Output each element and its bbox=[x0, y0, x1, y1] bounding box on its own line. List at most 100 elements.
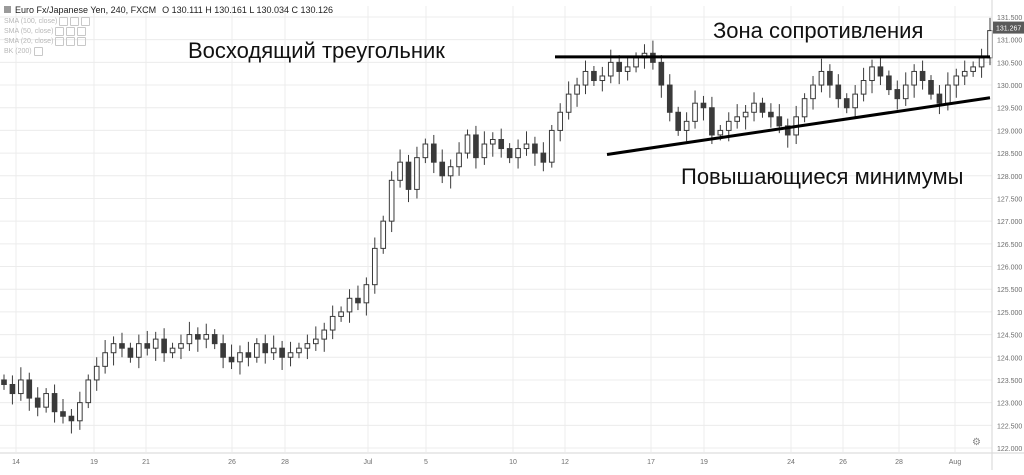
candle-body bbox=[93, 365, 100, 381]
y-tick-label: 130.500 bbox=[997, 60, 1022, 67]
candle-body bbox=[422, 143, 429, 159]
close-icon[interactable] bbox=[77, 36, 87, 46]
y-tick-label: 122.000 bbox=[997, 446, 1022, 453]
y-tick-label: 130.000 bbox=[997, 83, 1022, 90]
candle-body bbox=[692, 102, 698, 122]
y-tick-label: 126.500 bbox=[997, 242, 1022, 249]
ohlc-label: O 130.111 H 130.161 L 130.034 C 130.126 bbox=[162, 4, 334, 15]
candle-body bbox=[287, 352, 294, 358]
candle-body bbox=[776, 116, 783, 127]
candle-body bbox=[51, 393, 58, 413]
candle-body bbox=[565, 93, 572, 113]
x-tick-label: 12 bbox=[561, 459, 569, 466]
gear-icon: ⚙ bbox=[972, 437, 981, 448]
indicator-label: SMA (100, close) bbox=[4, 17, 58, 25]
candle-body bbox=[877, 66, 884, 77]
candle-body bbox=[523, 143, 530, 150]
candle-body bbox=[85, 379, 92, 404]
candle-body bbox=[321, 329, 328, 340]
indicator-row[interactable]: SMA (50, close) bbox=[4, 26, 333, 36]
candle-body bbox=[439, 161, 446, 177]
candle-body bbox=[380, 220, 387, 249]
indicator-row[interactable]: BK (200) bbox=[4, 46, 333, 56]
candle-body bbox=[886, 75, 892, 91]
chart-legend: Euro Fx/Japanese Yen, 240, FXCM O 130.11… bbox=[4, 3, 333, 56]
candle-body bbox=[919, 70, 926, 82]
legend-symbol-row: Euro Fx/Japanese Yen, 240, FXCM O 130.11… bbox=[4, 3, 333, 16]
candle-body bbox=[363, 284, 370, 304]
grid bbox=[0, 6, 992, 452]
candle-body bbox=[203, 334, 210, 340]
candle-body bbox=[237, 352, 243, 363]
candle-body bbox=[768, 111, 774, 118]
y-tick-label: 127.000 bbox=[997, 219, 1022, 226]
y-tick-label: 128.500 bbox=[997, 151, 1022, 158]
x-tick-label: 19 bbox=[90, 459, 98, 466]
indicator-label: SMA (50, close) bbox=[4, 27, 54, 35]
gear-icon[interactable] bbox=[66, 26, 76, 36]
candle-body bbox=[127, 347, 134, 358]
candle-body bbox=[591, 70, 597, 82]
eye-icon[interactable] bbox=[55, 26, 65, 36]
candle-body bbox=[102, 352, 108, 367]
gear-icon[interactable] bbox=[70, 16, 80, 26]
candle-body bbox=[835, 84, 842, 100]
x-tick-label: 5 bbox=[424, 459, 428, 466]
close-icon[interactable] bbox=[81, 16, 91, 26]
candle-body bbox=[254, 343, 260, 358]
candle-body bbox=[860, 80, 867, 95]
gear-icon[interactable] bbox=[66, 36, 76, 46]
candle-body bbox=[869, 66, 875, 82]
last-price-badge bbox=[993, 21, 1024, 34]
x-tick-label: 21 bbox=[142, 459, 150, 466]
x-tick-label: 19 bbox=[700, 459, 708, 466]
candle-body bbox=[515, 148, 521, 159]
candle-body bbox=[759, 102, 766, 113]
candle-body bbox=[709, 107, 715, 136]
candle-body bbox=[456, 152, 462, 168]
y-tick-label: 126.000 bbox=[997, 265, 1022, 272]
x-tick-label: 24 bbox=[787, 459, 795, 466]
eye-icon[interactable] bbox=[55, 36, 65, 46]
indicator-row[interactable]: SMA (100, close) bbox=[4, 16, 333, 26]
x-tick-label: 17 bbox=[647, 459, 655, 466]
indicator-row[interactable]: SMA (20, close) bbox=[4, 36, 333, 46]
candle-body bbox=[928, 80, 934, 95]
candle-body bbox=[161, 338, 167, 354]
candle-body bbox=[978, 57, 985, 68]
candle-body bbox=[18, 379, 24, 395]
y-tick-label: 129.000 bbox=[997, 128, 1022, 135]
y-tick-label: 131.500 bbox=[997, 15, 1022, 22]
candle-body bbox=[312, 338, 319, 345]
square-icon bbox=[4, 6, 11, 13]
candle-body bbox=[296, 347, 302, 354]
candle-body bbox=[371, 247, 378, 286]
candle-body bbox=[489, 138, 496, 145]
x-tick-label: 26 bbox=[839, 459, 847, 466]
indicator-label: BK (200) bbox=[4, 47, 32, 55]
x-tick-label: Jul bbox=[364, 459, 373, 466]
candle-body bbox=[34, 397, 41, 408]
y-tick-label: 129.500 bbox=[997, 106, 1022, 113]
candle-body bbox=[388, 179, 395, 222]
y-tick-label: 123.500 bbox=[997, 378, 1022, 385]
candle-body bbox=[557, 111, 564, 131]
candle-body bbox=[152, 338, 159, 349]
eye-icon[interactable] bbox=[33, 46, 43, 56]
candle-body bbox=[574, 84, 580, 95]
candle-body bbox=[68, 415, 75, 422]
close-icon[interactable] bbox=[77, 26, 87, 36]
candle-body bbox=[953, 75, 960, 86]
candle-body bbox=[329, 315, 336, 331]
candle-body bbox=[43, 393, 49, 408]
candle-body bbox=[902, 84, 909, 100]
candle-body bbox=[751, 102, 757, 113]
candle-body bbox=[506, 148, 513, 159]
candle-body bbox=[675, 111, 682, 131]
candle-body bbox=[405, 161, 412, 190]
candle-body bbox=[186, 334, 193, 345]
candle-body bbox=[338, 311, 344, 317]
eye-icon[interactable] bbox=[59, 16, 69, 26]
